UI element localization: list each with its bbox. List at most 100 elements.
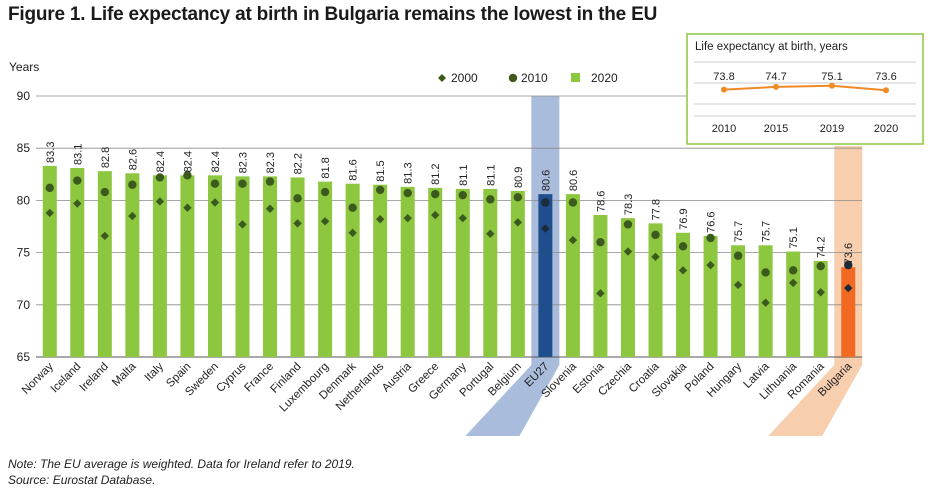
value-label-estonia: 78.6 (595, 191, 607, 212)
marker-2000-norway (45, 208, 54, 218)
bar-cyprus (235, 176, 250, 357)
value-label-latvia: 75.7 (761, 221, 773, 242)
bar-slovenia (565, 194, 580, 357)
marker-2000-netherlands (375, 214, 385, 224)
marker-2000-cyprus (238, 220, 247, 229)
legend-2000-diamond-icon (438, 74, 446, 82)
value-label-romania: 74.2 (816, 237, 828, 258)
bar-poland (703, 235, 718, 357)
legend: 2000 2010 2020 (438, 71, 618, 85)
inset-point-2020 (883, 87, 889, 94)
bar-netherlands (373, 184, 388, 357)
inset-line (723, 84, 887, 92)
inset-value-label-2019: 75.1 (821, 71, 842, 83)
marker-2000-croatia (651, 252, 660, 261)
source-text: Source: Eurostat Database. (8, 473, 156, 487)
category-label-malta: Malta (110, 360, 139, 389)
value-label-cyprus: 82.3 (238, 152, 250, 173)
marker-2000-belgium (513, 218, 523, 227)
marker-2010-belgium (513, 193, 523, 202)
marker-2010-poland (706, 233, 715, 243)
value-label-sweden: 82.4 (210, 151, 222, 172)
y-tick-label: 70 (17, 298, 31, 312)
category-label-norway: Norway (20, 360, 56, 396)
marker-2010-greece (431, 189, 440, 199)
marker-2010-czechia (623, 220, 633, 229)
inset-bulgaria-trend: Life expectancy at birth, years 73.8 2010… (686, 33, 924, 145)
bar-ireland (97, 171, 112, 357)
marker-2000-malta (128, 211, 137, 221)
value-label-denmark: 81.6 (348, 159, 360, 180)
value-label-netherlands: 81.5 (375, 160, 387, 181)
value-label-slovenia: 80.6 (568, 170, 580, 191)
marker-2010-norway (45, 183, 54, 193)
category-label-cyprus: Cyprus (214, 360, 248, 394)
marker-2010-iceland (73, 176, 82, 185)
value-label-finland: 82.2 (293, 153, 305, 174)
inset-value-label-2015: 74.7 (765, 71, 786, 83)
value-label-slovakia: 76.9 (678, 208, 690, 229)
value-label-lithuania: 75.1 (788, 227, 800, 248)
marker-2000-greece (431, 210, 440, 220)
bar-austria (400, 186, 415, 357)
bar-malta (125, 173, 140, 357)
marker-2000-sweden (210, 198, 220, 207)
marker-2010-ireland (100, 187, 110, 197)
value-label-luxembourg: 81.8 (320, 157, 332, 178)
legend-2010-circle-icon (508, 73, 518, 83)
marker-2000-eu27 (541, 224, 550, 233)
bar-portugal (483, 188, 498, 357)
marker-2000-lithuania (788, 278, 798, 288)
bar-spain (180, 175, 195, 357)
marker-2010-estonia (596, 237, 605, 247)
value-label-czechia: 78.3 (623, 194, 635, 215)
marker-2010-lithuania (788, 266, 798, 275)
marker-2000-portugal (486, 229, 495, 239)
marker-2010-luxembourg (320, 187, 330, 197)
bar-value-labels: 83.3 83.1 82.8 82.6 82.4 82.4 82.4 82.3 82.3 82.2… (45, 142, 855, 265)
marker-2000-hungary (733, 280, 743, 290)
marker-2010-france (265, 177, 275, 186)
marker-2010-bulgaria (844, 260, 853, 270)
marker-2000-denmark (348, 228, 357, 237)
marker-2000-spain (183, 203, 192, 212)
category-label-iceland: Iceland (49, 361, 84, 396)
y-tick-label: 75 (17, 246, 31, 260)
legend-2000-label: 2000 (451, 71, 478, 85)
marker-2010-slovakia (678, 242, 688, 251)
bar-eu27 (538, 194, 553, 357)
value-label-spain: 82.4 (182, 151, 194, 172)
bars-2020 (42, 165, 856, 357)
marker-2010-croatia (651, 230, 660, 240)
value-label-poland: 76.6 (706, 211, 718, 232)
bar-estonia (593, 215, 608, 357)
y-axis-label: Years (9, 60, 39, 74)
inset-line-series: 73.8 2010 74.7 2015 75.1 2019 73.6 2020 (712, 71, 898, 135)
marker-2000-luxembourg (320, 217, 330, 226)
footnotes: Note: The EU average is weighted. Data f… (8, 456, 355, 488)
marker-2010-malta (128, 180, 137, 189)
value-label-italy: 82.4 (155, 151, 167, 172)
bar-slovakia (676, 232, 691, 357)
category-label-italy: Italy (143, 360, 167, 384)
inset-year-label-2010: 2010 (712, 123, 736, 135)
bar-norway (42, 165, 57, 357)
y-tick-label: 80 (17, 193, 31, 207)
markers-2000 (45, 197, 853, 307)
bar-germany (455, 188, 470, 357)
category-label-ireland: Ireland (78, 361, 111, 394)
marker-2010-spain (183, 171, 192, 180)
bulgaria-highlight-band (768, 146, 863, 436)
marker-2010-latvia (761, 268, 770, 277)
value-label-norway: 83.3 (45, 142, 57, 163)
marker-2000-estonia (596, 289, 605, 298)
marker-2000-czechia (623, 247, 633, 256)
marker-2010-finland (293, 194, 302, 203)
value-label-france: 82.3 (265, 152, 277, 173)
marker-2010-slovenia (568, 198, 578, 207)
value-label-bulgaria: 73.6 (843, 243, 855, 264)
marker-2010-hungary (733, 251, 743, 260)
value-label-eu27: 80.6 (540, 170, 552, 191)
bar-romania (813, 260, 828, 357)
